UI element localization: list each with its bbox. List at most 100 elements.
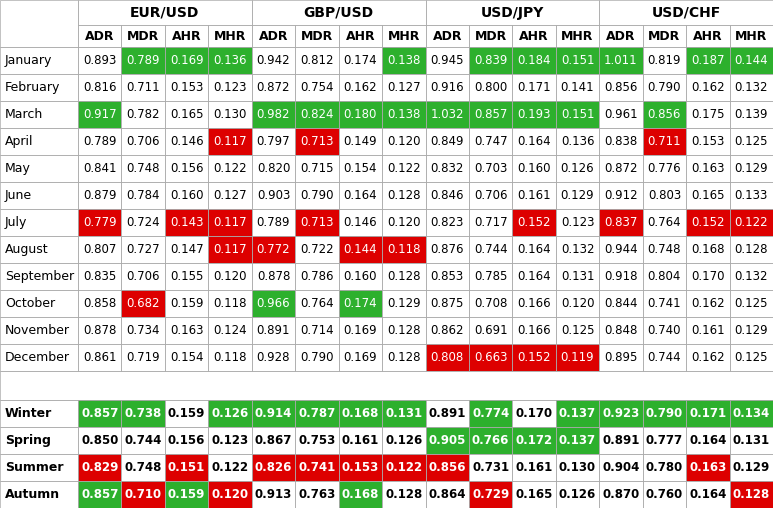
Bar (208, 481, 252, 508)
Bar (512, 155, 556, 182)
Text: GBP/USD: GBP/USD (304, 6, 373, 19)
Bar (78, 182, 121, 209)
Bar (730, 263, 773, 290)
Text: 0.807: 0.807 (83, 243, 117, 256)
Bar (121, 209, 165, 236)
Bar (295, 74, 339, 101)
Text: 0.858: 0.858 (83, 297, 117, 310)
Bar (208, 47, 252, 74)
Bar (78, 47, 121, 74)
Bar (599, 427, 642, 454)
Bar (556, 344, 599, 371)
Bar (686, 155, 730, 182)
Bar (556, 427, 599, 454)
Bar (78, 427, 121, 454)
Bar (556, 74, 599, 101)
Bar (252, 481, 295, 508)
Bar (0, 427, 78, 454)
Bar (339, 481, 382, 508)
Bar (121, 128, 165, 155)
Bar (339, 400, 382, 427)
Text: 0.164: 0.164 (343, 189, 377, 202)
Bar (0, 74, 78, 101)
Bar (425, 290, 469, 317)
Bar (382, 344, 425, 371)
Text: 0.144: 0.144 (343, 243, 377, 256)
Bar (686, 400, 730, 427)
Bar (556, 290, 599, 317)
Bar (295, 209, 339, 236)
Bar (556, 155, 599, 182)
Bar (121, 454, 165, 481)
Bar (556, 317, 599, 344)
Bar (469, 400, 512, 427)
Bar (295, 155, 339, 182)
Bar (642, 47, 686, 74)
Bar (339, 236, 382, 263)
Bar (556, 290, 599, 317)
Text: 0.878: 0.878 (83, 324, 117, 337)
Text: 0.961: 0.961 (604, 108, 638, 121)
Bar (512, 74, 556, 101)
Bar (295, 290, 339, 317)
Text: 0.163: 0.163 (170, 324, 203, 337)
Text: AHR: AHR (693, 29, 723, 43)
Text: 0.861: 0.861 (83, 351, 117, 364)
Bar (0, 236, 78, 263)
Text: 0.891: 0.891 (257, 324, 290, 337)
Bar (208, 236, 252, 263)
Text: 0.841: 0.841 (83, 162, 117, 175)
Text: 0.717: 0.717 (474, 216, 507, 229)
Bar (78, 101, 121, 128)
Bar (121, 344, 165, 371)
Text: 0.155: 0.155 (170, 270, 203, 283)
Text: 0.711: 0.711 (126, 81, 160, 94)
Bar (0, 454, 78, 481)
Bar (0, 155, 78, 182)
Text: 0.857: 0.857 (474, 108, 507, 121)
Text: 0.790: 0.790 (300, 189, 334, 202)
Bar (295, 74, 339, 101)
Bar (730, 236, 773, 263)
Bar (382, 155, 425, 182)
Bar (730, 290, 773, 317)
Bar (208, 263, 252, 290)
Bar (730, 454, 773, 481)
Bar (469, 128, 512, 155)
Bar (469, 74, 512, 101)
Bar (686, 317, 730, 344)
Text: 0.862: 0.862 (431, 324, 464, 337)
Bar (512, 209, 556, 236)
Bar (78, 74, 121, 101)
Text: AHR: AHR (172, 29, 202, 43)
Text: 0.119: 0.119 (560, 351, 594, 364)
Bar (686, 182, 730, 209)
Text: 0.764: 0.764 (300, 297, 334, 310)
Bar (252, 236, 295, 263)
Bar (469, 155, 512, 182)
Bar (339, 74, 382, 101)
Bar (556, 454, 599, 481)
Bar (730, 155, 773, 182)
Text: 0.129: 0.129 (734, 324, 768, 337)
Bar (295, 317, 339, 344)
Text: 0.128: 0.128 (387, 324, 421, 337)
Bar (686, 209, 730, 236)
Bar (382, 182, 425, 209)
Bar (512, 236, 556, 263)
Text: 0.169: 0.169 (170, 54, 203, 67)
Bar (339, 25, 382, 47)
Text: 0.848: 0.848 (604, 324, 638, 337)
Bar (0, 101, 78, 128)
Text: 0.144: 0.144 (734, 54, 768, 67)
Text: 0.713: 0.713 (300, 135, 334, 148)
Text: 0.870: 0.870 (602, 488, 639, 501)
Bar (642, 344, 686, 371)
Text: November: November (5, 324, 70, 337)
Text: 0.170: 0.170 (516, 407, 553, 420)
Bar (252, 454, 295, 481)
Bar (0, 74, 78, 101)
Bar (469, 74, 512, 101)
Text: 0.128: 0.128 (387, 270, 421, 283)
Bar (121, 101, 165, 128)
